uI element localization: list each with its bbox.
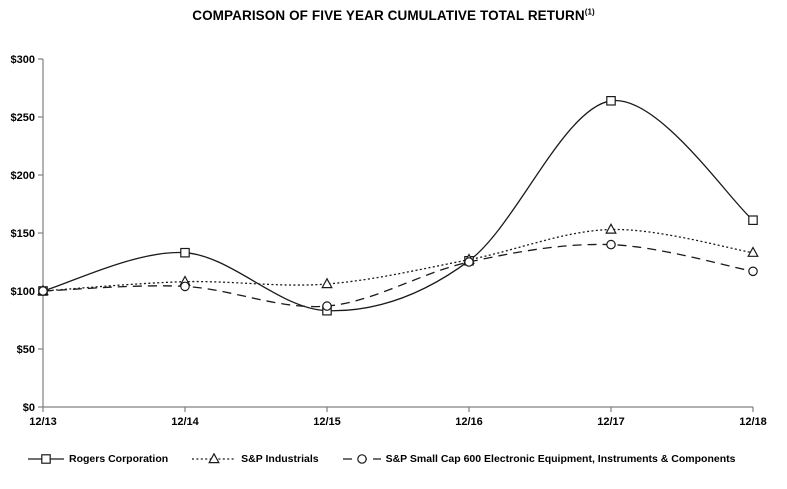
svg-text:12/17: 12/17 <box>597 416 625 428</box>
svg-text:12/16: 12/16 <box>455 416 483 428</box>
svg-text:$200: $200 <box>11 170 35 182</box>
legend-sample-dashed-circle-icon <box>342 454 381 464</box>
legend-label-sp-smallcap-600-eeic: S&P Small Cap 600 Electronic Equipment, … <box>385 453 736 465</box>
legend-item-rogers-corporation: Rogers Corporation <box>28 453 168 465</box>
svg-text:$300: $300 <box>11 54 35 66</box>
svg-text:$100: $100 <box>11 286 35 298</box>
chart-legend: Rogers Corporation S&P Industrials S&P S… <box>0 449 787 469</box>
legend-sample-dotted-triangle-icon <box>192 453 237 464</box>
svg-text:$250: $250 <box>11 112 35 124</box>
chart-title-text: COMPARISON OF FIVE YEAR CUMULATIVE TOTAL… <box>192 8 585 23</box>
svg-text:$50: $50 <box>17 344 35 356</box>
svg-text:$150: $150 <box>11 228 35 240</box>
svg-text:12/18: 12/18 <box>739 416 767 428</box>
svg-text:$0: $0 <box>23 402 35 414</box>
svg-text:12/13: 12/13 <box>29 416 57 428</box>
svg-text:12/14: 12/14 <box>171 416 199 428</box>
legend-label-sp-industrials: S&P Industrials <box>241 453 319 465</box>
legend-sample-solid-square-icon <box>28 454 64 464</box>
legend-item-sp-industrials: S&P Industrials <box>192 453 319 465</box>
legend-item-sp-smallcap-600-eeic: S&P Small Cap 600 Electronic Equipment, … <box>342 453 736 465</box>
chart-title: COMPARISON OF FIVE YEAR CUMULATIVE TOTAL… <box>0 8 787 23</box>
chart-title-footnote-marker: (1) <box>584 7 595 17</box>
legend-label-rogers-corporation: Rogers Corporation <box>69 453 169 465</box>
line-chart-plot-area: $0 $50 $100 $150 $200 $250 $300 12/13 12/14 12/15… <box>11 54 767 428</box>
svg-text:12/15: 12/15 <box>313 416 341 428</box>
